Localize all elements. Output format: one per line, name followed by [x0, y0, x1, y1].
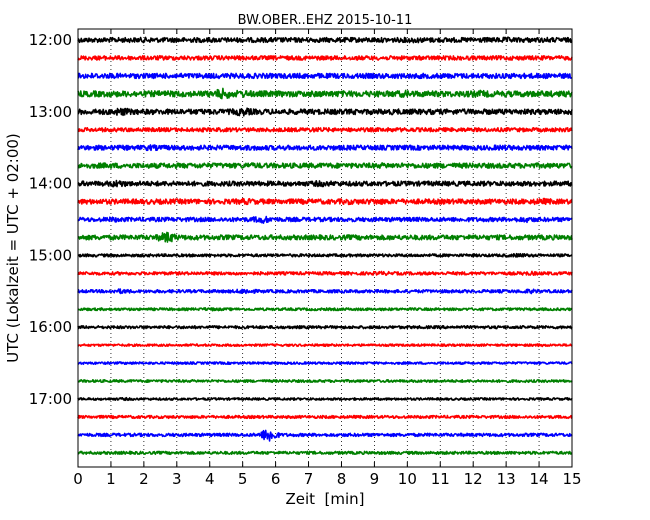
trace-1300 [77, 107, 573, 117]
trace-1630 [77, 361, 573, 366]
y-axis-ticks: 12:00 13:00 14:00 15:00 16:00 17:00 [29, 31, 572, 408]
y-tick-label: 14:00 [29, 175, 72, 193]
trace-1500 [77, 252, 573, 258]
trace-1700 [77, 396, 573, 402]
x-tick-label: 3 [172, 470, 182, 488]
trace-1415 [77, 197, 573, 206]
trace-1615 [77, 343, 573, 348]
x-tick-label: 10 [398, 470, 417, 488]
x-axis-ticks: 0 1 2 3 4 5 6 7 8 9 10 11 12 13 14 15 [73, 29, 582, 488]
trace-1715 [77, 414, 573, 420]
y-axis-label: UTC (Lokalzeit = UTC + 02:00) [4, 133, 22, 363]
x-tick-label: 8 [337, 470, 347, 488]
x-tick-label: 14 [530, 470, 549, 488]
x-tick-label: 15 [562, 470, 581, 488]
x-tick-label: 11 [431, 470, 450, 488]
y-tick-label: 16:00 [29, 318, 72, 336]
trace-1545 [77, 307, 573, 312]
x-tick-label: 5 [238, 470, 248, 488]
trace-1315 [77, 126, 573, 133]
x-tick-label: 6 [271, 470, 281, 488]
trace-1530 [77, 288, 573, 295]
trace-1400 [77, 179, 573, 188]
trace-1730 [77, 429, 573, 442]
x-tick-label: 0 [73, 470, 83, 488]
x-tick-label: 1 [106, 470, 116, 488]
trace-1200 [77, 36, 573, 44]
trace-1230 [77, 72, 573, 80]
trace-1515 [77, 270, 573, 276]
x-tick-label: 7 [304, 470, 314, 488]
chart-title: BW.OBER..EHZ 2015-10-11 [238, 13, 413, 28]
x-tick-label: 13 [497, 470, 516, 488]
trace-1430 [77, 215, 573, 224]
x-tick-label: 2 [139, 470, 149, 488]
trace-1445 [77, 231, 573, 243]
trace-1330 [77, 144, 573, 152]
y-tick-label: 13:00 [29, 103, 72, 121]
y-tick-label: 17:00 [29, 390, 72, 408]
x-tick-label: 4 [205, 470, 215, 488]
x-tick-label: 9 [370, 470, 380, 488]
trace-1215 [77, 54, 573, 61]
y-tick-label: 15:00 [29, 246, 72, 264]
x-axis-label: Zeit [min] [285, 490, 364, 508]
trace-1245 [77, 87, 573, 100]
trace-1345 [77, 162, 573, 169]
trace-1645 [77, 379, 573, 384]
x-tick-label: 12 [464, 470, 483, 488]
trace-1600 [77, 325, 573, 330]
y-tick-label: 12:00 [29, 31, 72, 49]
plot-frame [77, 28, 573, 468]
trace-1745 [77, 450, 573, 456]
seismogram-traces [77, 36, 573, 456]
